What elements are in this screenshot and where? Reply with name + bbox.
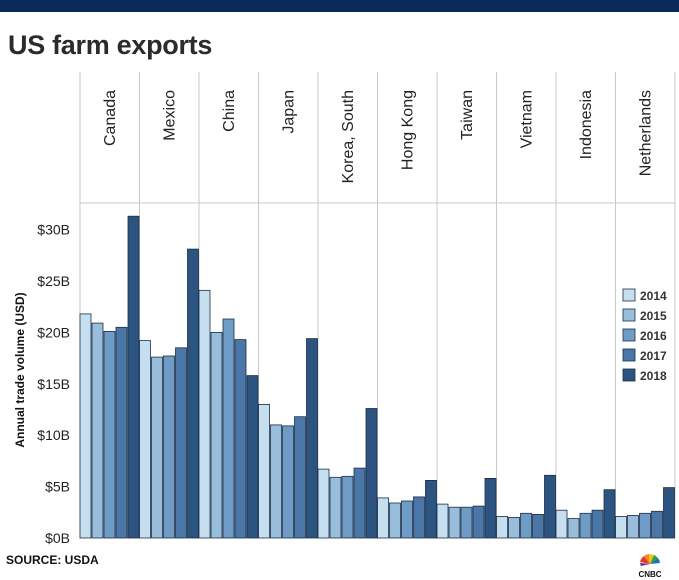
bar xyxy=(198,289,211,539)
bar xyxy=(567,518,580,539)
legend-swatch xyxy=(622,288,636,302)
bar xyxy=(663,487,675,539)
y-tick-label: $10B xyxy=(37,427,70,443)
bar xyxy=(448,506,461,539)
bar xyxy=(389,502,401,539)
bar xyxy=(484,477,497,539)
bar xyxy=(508,517,520,539)
legend-swatch xyxy=(622,348,636,362)
y-tick-label: $5B xyxy=(45,479,70,495)
legend-swatch xyxy=(622,308,636,322)
bar xyxy=(603,489,616,539)
bar xyxy=(306,338,318,539)
y-axis-label: Annual trade volume (USD) xyxy=(13,292,27,447)
bar xyxy=(222,318,235,539)
category-label: Korea, South xyxy=(340,90,357,183)
category-label: Hong Kong xyxy=(399,90,416,170)
bar xyxy=(234,339,247,539)
bar xyxy=(187,248,199,539)
category-label: Indonesia xyxy=(578,90,595,159)
bar xyxy=(460,506,473,539)
page-title: US farm exports xyxy=(8,30,213,60)
bar xyxy=(79,313,92,539)
legend-label: 2017 xyxy=(640,349,667,363)
y-tick-label: $25B xyxy=(37,273,70,289)
y-tick-label: $30B xyxy=(37,222,70,238)
bar xyxy=(377,497,389,539)
bar xyxy=(496,516,508,539)
top-accent-bar xyxy=(0,0,679,12)
bar xyxy=(258,403,270,539)
bar xyxy=(365,408,378,539)
bar xyxy=(115,326,128,539)
bar xyxy=(436,503,449,539)
bar xyxy=(627,515,639,539)
legend-label: 2014 xyxy=(640,289,667,303)
bar xyxy=(579,512,592,539)
bar xyxy=(91,322,104,539)
legend-swatch xyxy=(622,368,636,382)
category-label: Canada xyxy=(102,90,119,146)
legend-label: 2015 xyxy=(640,309,667,323)
bar xyxy=(401,500,413,539)
bar xyxy=(413,496,425,539)
y-tick-label: $0B xyxy=(45,530,70,546)
y-tick-label: $20B xyxy=(37,324,70,340)
bar xyxy=(127,215,140,539)
bar xyxy=(270,424,282,539)
bar xyxy=(317,468,330,539)
bar xyxy=(329,476,342,539)
svg-text:CNBC: CNBC xyxy=(638,570,661,578)
bar xyxy=(139,340,151,539)
bar xyxy=(651,510,663,539)
category-label: Japan xyxy=(280,90,297,134)
bar xyxy=(175,347,187,539)
bar xyxy=(103,330,116,539)
category-label: Mexico xyxy=(161,90,178,141)
legend-label: 2016 xyxy=(640,329,667,343)
bar xyxy=(472,505,485,539)
bar xyxy=(639,512,651,539)
bar xyxy=(353,467,366,539)
bar xyxy=(544,474,556,539)
bar xyxy=(520,512,532,539)
bar xyxy=(151,356,163,539)
bar xyxy=(294,416,306,539)
source-note: SOURCE: USDA xyxy=(6,553,99,567)
bar xyxy=(282,425,294,539)
category-label: Vietnam xyxy=(518,90,535,148)
bar xyxy=(591,509,604,539)
bar xyxy=(555,509,568,539)
category-label: Taiwan xyxy=(459,90,476,140)
category-label: China xyxy=(221,90,238,132)
legend-label: 2018 xyxy=(640,369,667,383)
bar xyxy=(246,375,259,539)
cnbc-logo: CNBC xyxy=(638,553,662,578)
bar xyxy=(163,355,175,539)
legend-swatch xyxy=(622,328,636,342)
bar xyxy=(341,475,354,539)
bar xyxy=(210,331,223,539)
bar xyxy=(532,514,544,539)
y-tick-label: $15B xyxy=(37,376,70,392)
category-label: Netherlands xyxy=(637,90,654,176)
bar xyxy=(615,516,627,539)
bar xyxy=(425,479,437,539)
